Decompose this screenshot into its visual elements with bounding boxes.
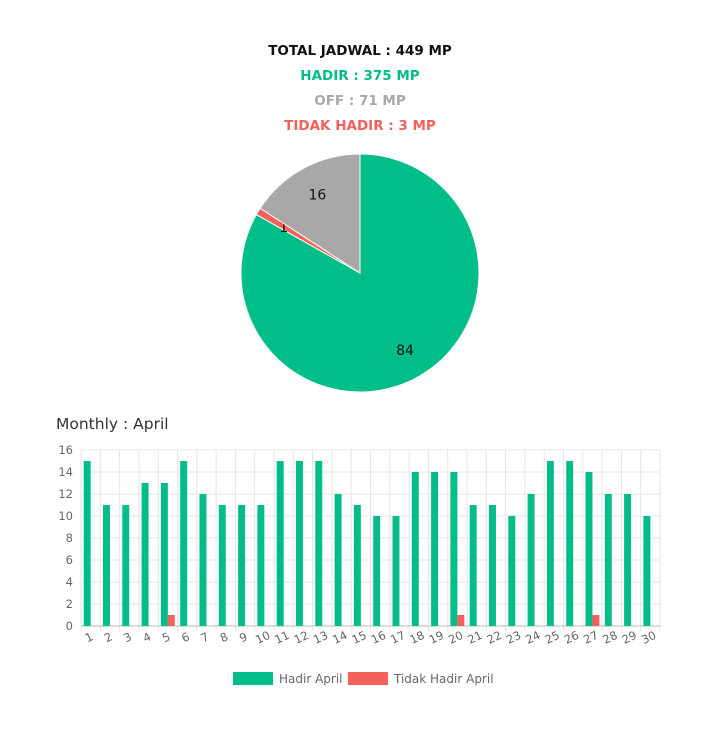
y-tick-label: 16 [58,443,73,457]
legend-label-0[interactable]: Hadir April [279,672,343,686]
legend-swatch-0[interactable] [233,672,273,685]
pie-slice-label-1: 1 [279,220,288,236]
x-tick-label: 3 [121,629,134,645]
x-tick-label: 4 [141,629,154,645]
bar-hadir-17[interactable] [392,516,400,626]
x-tick-label: 12 [292,628,311,647]
bar-hadir-27[interactable] [585,472,593,626]
bar-hadir-4[interactable] [141,483,149,626]
x-tick-label: 2 [102,629,115,645]
x-tick-label: 24 [523,628,542,647]
bar-hadir-8[interactable] [218,505,226,626]
pie-slice-label-2: 16 [308,188,326,204]
bar-hadir-16[interactable] [373,516,381,626]
x-tick-label: 28 [600,628,619,647]
x-tick-label: 9 [237,629,250,645]
bar-tidak-hadir-5[interactable] [167,615,175,626]
x-tick-label: 5 [160,629,173,645]
bar-hadir-18[interactable] [411,472,419,626]
bar-hadir-7[interactable] [199,494,207,626]
pie-slice-2[interactable] [259,153,361,274]
x-tick-label: 21 [465,628,484,647]
x-tick-label: 26 [562,628,581,647]
x-tick-label: 6 [179,629,192,645]
x-tick-label: 15 [350,628,369,647]
bar-hadir-14[interactable] [334,494,342,626]
x-tick-label: 22 [485,628,504,647]
x-tick-label: 13 [311,628,330,647]
bar-hadir-9[interactable] [238,505,246,626]
bar-hadir-13[interactable] [315,461,323,626]
bar-hadir-15[interactable] [353,505,361,626]
bar-tidak-hadir-27[interactable] [592,615,600,626]
x-tick-label: 29 [620,628,639,647]
y-tick-label: 12 [58,487,73,501]
bar-hadir-28[interactable] [604,494,612,626]
bar-tidak-hadir-20[interactable] [457,615,465,626]
bar-hadir-5[interactable] [160,483,168,626]
bar-hadir-2[interactable] [103,505,110,626]
y-tick-label: 10 [58,509,73,523]
x-tick-label: 8 [218,629,231,645]
x-tick-label: 10 [253,628,272,647]
x-tick-label: 18 [407,628,426,647]
x-tick-label: 23 [504,628,523,647]
bar-hadir-21[interactable] [469,505,477,626]
x-tick-label: 1 [83,629,96,645]
bar-hadir-11[interactable] [276,461,284,626]
total-jadwal-text: TOTAL JADWAL : 449 MP [268,43,452,59]
tidak-hadir-text: TIDAK HADIR : 3 MP [284,118,436,134]
pie-slice-0[interactable] [240,153,480,393]
y-tick-label: 14 [58,465,73,479]
x-tick-label: 16 [369,628,388,647]
bar-hadir-10[interactable] [257,505,265,626]
bar-hadir-19[interactable] [431,472,439,626]
bar-hadir-12[interactable] [296,461,303,626]
monthly-title: Monthly : April [56,415,169,433]
x-tick-label: 27 [581,628,600,647]
bar-hadir-24[interactable] [527,494,535,626]
x-tick-label: 7 [198,629,211,645]
legend-swatch-1[interactable] [348,672,388,685]
bar-hadir-25[interactable] [546,461,554,626]
attendance-pie-chart: 84 1 16 [240,153,480,393]
x-tick-label: 11 [272,628,291,647]
off-text: OFF : 71 MP [314,93,406,109]
legend-label-1[interactable]: Tidak Hadir April [393,672,494,686]
bar-hadir-23[interactable] [508,516,516,626]
bar-hadir-30[interactable] [643,516,651,626]
pie-slice-label-0: 84 [396,343,414,359]
bar-hadir-20[interactable] [450,472,458,626]
x-tick-label: 30 [639,628,658,647]
y-tick-label: 4 [66,575,73,589]
bar-hadir-26[interactable] [566,461,574,626]
x-tick-label: 25 [543,628,562,647]
bar-hadir-3[interactable] [122,505,130,626]
x-tick-label: 20 [446,628,465,647]
y-tick-label: 2 [66,597,73,611]
bar-hadir-29[interactable] [624,494,632,626]
bar-hadir-1[interactable] [83,461,91,626]
x-tick-label: 17 [388,628,407,647]
bar-hadir-6[interactable] [180,461,188,626]
hadir-text: HADIR : 375 MP [300,68,420,84]
y-tick-label: 8 [66,531,73,545]
bar-hadir-22[interactable] [489,505,496,626]
y-tick-label: 0 [66,619,73,633]
x-tick-label: 14 [330,628,349,647]
y-tick-label: 6 [66,553,73,567]
x-tick-label: 19 [427,628,446,647]
